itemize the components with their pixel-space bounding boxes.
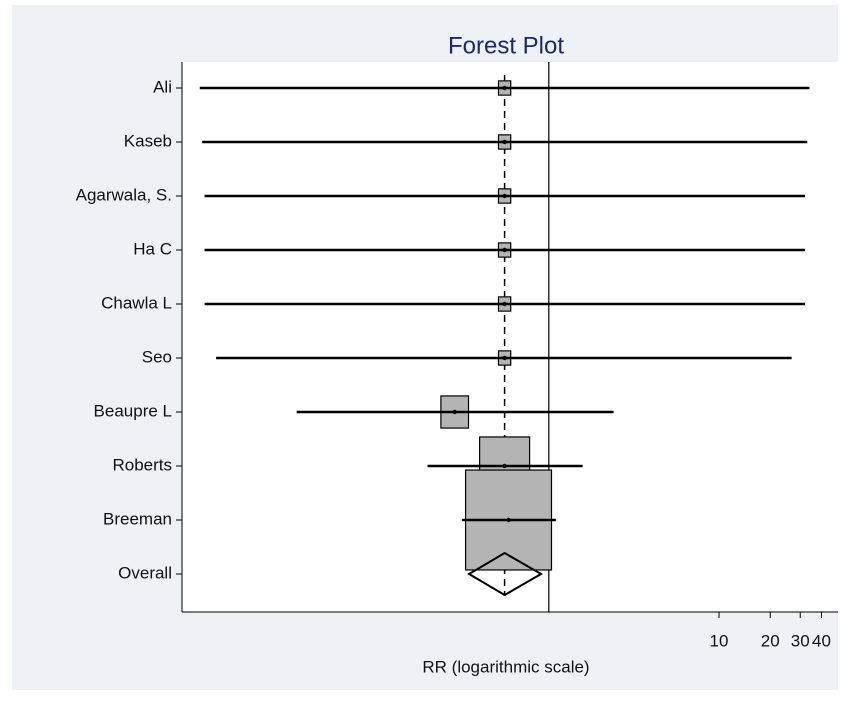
- point-estimate: [502, 463, 507, 469]
- point-estimate: [502, 193, 507, 199]
- point-estimate: [452, 409, 457, 415]
- x-tick-label: 10: [710, 631, 729, 650]
- x-tick-label: 20: [761, 631, 780, 650]
- y-tick-label: Ha C: [133, 239, 172, 258]
- x-tick-label: 40: [812, 631, 831, 650]
- point-estimate: [502, 301, 507, 307]
- point-estimate: [506, 517, 511, 523]
- y-tick-label: Chawla L: [101, 293, 172, 312]
- y-tick-label: Seo: [142, 347, 172, 366]
- y-tick-label: Overall: [118, 563, 172, 582]
- y-tick-label: Beaupre L: [94, 401, 172, 420]
- y-tick-label: Ali: [153, 77, 172, 96]
- point-estimate: [502, 355, 507, 361]
- overall-diamond: [467, 551, 544, 597]
- chart-title: Forest Plot: [448, 32, 564, 59]
- y-tick-label: Roberts: [112, 455, 172, 474]
- x-axis-label: RR (logarithmic scale): [422, 657, 589, 676]
- point-estimate: [502, 139, 507, 145]
- point-estimate: [502, 247, 507, 253]
- y-tick-label: Kaseb: [124, 131, 172, 150]
- y-tick-label: Agarwala, S.: [76, 185, 172, 204]
- point-estimate: [502, 85, 507, 91]
- y-tick-label: Breeman: [103, 509, 172, 528]
- x-tick-label: 30: [791, 631, 810, 650]
